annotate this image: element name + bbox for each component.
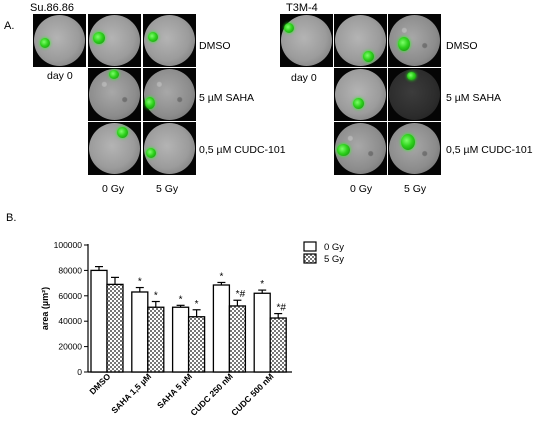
significance-mark: *#: [236, 289, 246, 300]
right-row-dmso-label: DMSO: [446, 40, 478, 52]
well-left-saha-0gy: [88, 68, 141, 121]
significance-mark: *: [195, 299, 199, 310]
left-row-cudc-label: 0,5 µM CUDC-101: [199, 144, 286, 156]
panel-a-label: A.: [4, 20, 15, 32]
y-tick-label: 60000: [58, 291, 82, 301]
y-tick-label: 0: [77, 367, 82, 377]
well-right-saha-5gy: [388, 68, 441, 121]
x-tick-label: SAHA 1,5 µM: [109, 371, 153, 415]
x-tick-label: CUDC 500 nM: [229, 371, 275, 417]
y-tick-label: 80000: [58, 265, 82, 275]
bar-0gy: [253, 292, 271, 373]
bar-0gy: [131, 291, 149, 373]
panel-b-label: B.: [6, 212, 17, 224]
well-right-cudc-0gy: [334, 122, 387, 175]
well-left-day0: [33, 14, 86, 67]
bar-5gy: [269, 317, 287, 373]
significance-mark: *: [219, 271, 223, 282]
bar-5gy: [106, 283, 124, 373]
well-left-cudc-5gy: [143, 122, 196, 175]
well-right-cudc-5gy: [388, 122, 441, 175]
right-row-saha-label: 5 µM SAHA: [446, 92, 502, 104]
significance-mark: *#: [276, 303, 286, 314]
legend-label-0gy: 0 Gy: [324, 242, 344, 253]
legend-label-5gy: 5 Gy: [324, 254, 344, 265]
significance-mark: *: [260, 279, 264, 290]
bar-0gy: [171, 306, 190, 373]
right-col-0gy-label: 0 Gy: [350, 183, 373, 195]
well-right-dmso-5gy: [388, 14, 441, 67]
significance-mark: *: [138, 277, 142, 288]
left-row-saha-label: 5 µM SAHA: [199, 92, 255, 104]
right-row-cudc-label: 0,5 µM CUDC-101: [446, 144, 533, 156]
y-axis-label: area (µm²): [40, 287, 50, 330]
well-left-dmso-5gy: [143, 14, 196, 67]
right-col-5gy-label: 5 Gy: [404, 183, 427, 195]
y-tick-label: 20000: [58, 342, 82, 352]
well-left-dmso-0gy: [88, 14, 141, 67]
well-left-saha-5gy: [143, 68, 196, 121]
bar-0gy: [90, 269, 108, 373]
left-row-dmso-label: DMSO: [199, 40, 231, 52]
well-left-cudc-0gy: [88, 122, 141, 175]
y-tick-label: 40000: [58, 316, 82, 326]
y-tick-label: 100000: [54, 240, 83, 250]
cell-line-left-label: Su.86.86: [30, 2, 75, 14]
left-day0-label: day 0: [47, 70, 73, 82]
significance-mark: *: [154, 291, 158, 302]
bar-5gy: [147, 306, 165, 373]
left-col-5gy-label: 5 Gy: [156, 183, 179, 195]
bar-5gy: [187, 316, 206, 373]
cell-line-right-label: T3M-4: [286, 2, 318, 14]
well-right-day0: [280, 14, 333, 67]
bar-0gy: [212, 284, 231, 373]
legend-swatch-5gy: [303, 253, 317, 264]
left-col-0gy-label: 0 Gy: [102, 183, 125, 195]
x-tick-label: DMSO: [87, 371, 112, 396]
well-right-saha-0gy: [334, 68, 387, 121]
well-right-dmso-0gy: [334, 14, 387, 67]
significance-mark: *: [179, 294, 183, 305]
x-tick-label: SAHA 5 µM: [155, 371, 194, 410]
right-day0-label: day 0: [291, 72, 317, 84]
legend-swatch-0gy: [303, 241, 317, 252]
bar-5gy: [228, 305, 247, 373]
